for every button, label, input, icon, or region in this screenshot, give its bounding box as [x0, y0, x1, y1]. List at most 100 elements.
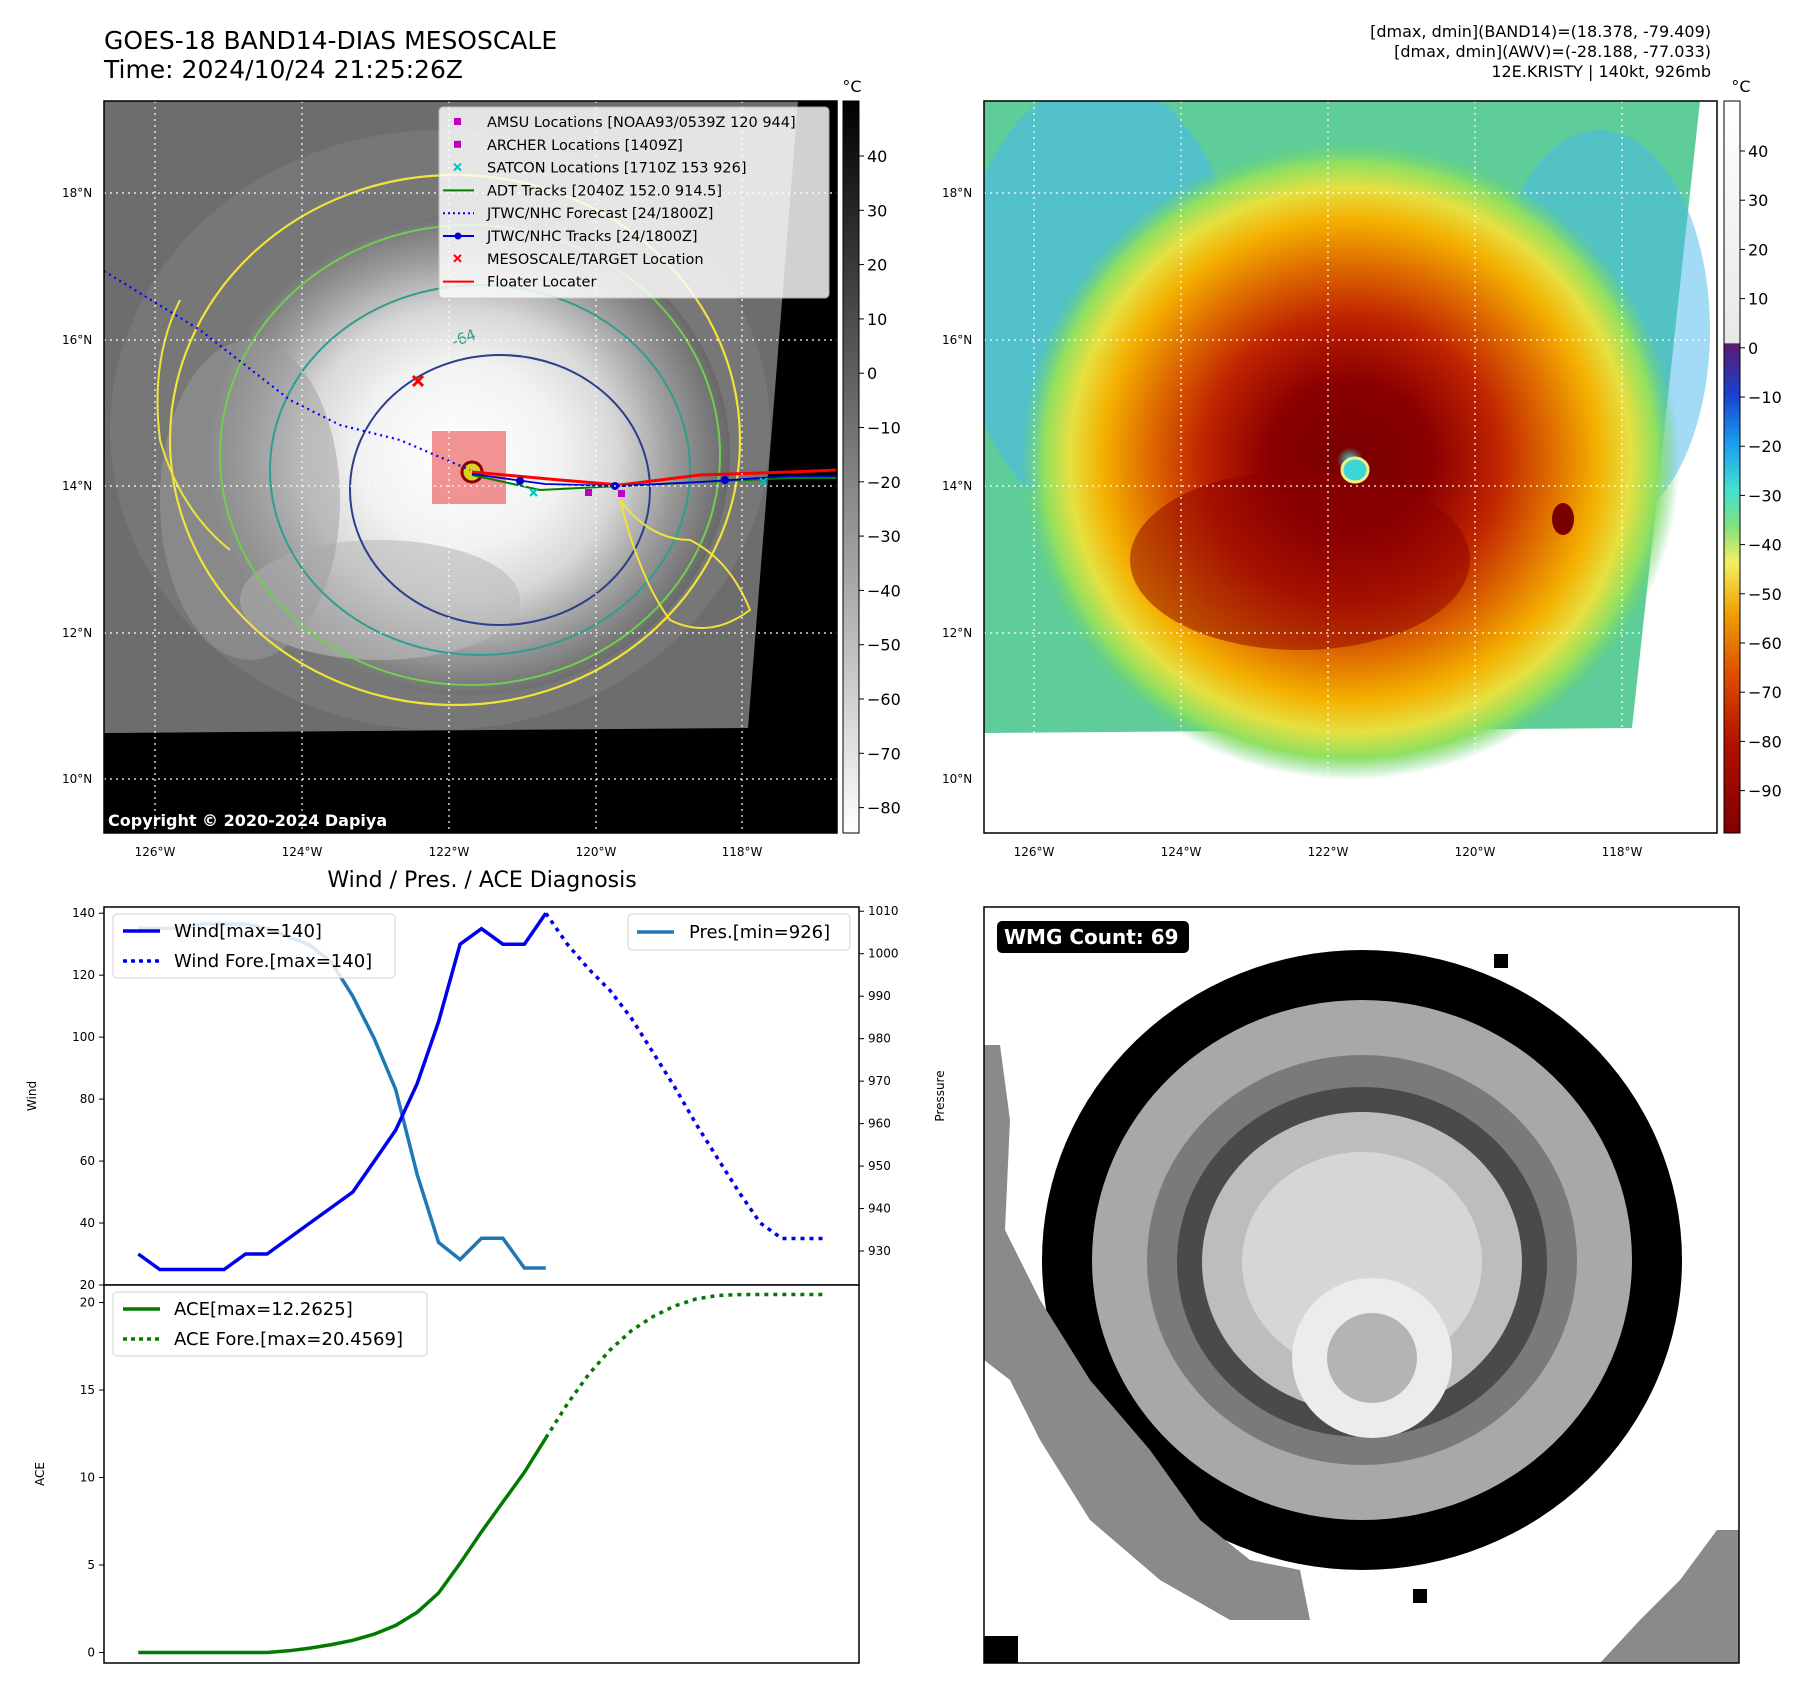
svg-text:970: 970: [868, 1074, 891, 1088]
ace-ticks: 20 15 10 5 0: [80, 1296, 104, 1660]
ace-axis-label: ACE: [33, 1462, 47, 1486]
svg-text:−40: −40: [867, 581, 901, 600]
svg-text:0: 0: [87, 1646, 95, 1660]
svg-text:−20: −20: [867, 473, 901, 492]
svg-text:40: 40: [1748, 142, 1768, 161]
map1-lon-labels: 126°W 124°W 122°W 120°W 118°W: [135, 845, 763, 859]
svg-text:100: 100: [72, 1030, 95, 1044]
svg-text:10: 10: [80, 1471, 95, 1485]
figure-title: GOES-18 BAND14-DIAS MESOSCALE Time: 2024…: [104, 26, 557, 84]
svg-text:−70: −70: [867, 744, 901, 763]
wmg-count-label: WMG Count: 69: [1004, 925, 1179, 949]
svg-text:980: 980: [868, 1032, 891, 1046]
wind-legend: Wind[max=140] Wind Fore.[max=140]: [112, 913, 396, 979]
svg-text:20: 20: [80, 1278, 95, 1292]
svg-text:15: 15: [80, 1383, 95, 1397]
svg-text:20: 20: [80, 1296, 95, 1310]
svg-text:60: 60: [80, 1154, 95, 1168]
svg-text:930: 930: [868, 1244, 891, 1258]
map1-lat-labels: 18°N 16°N 14°N 12°N 10°N: [62, 186, 92, 786]
title-line-time: Time: 2024/10/24 21:25:26Z: [104, 55, 463, 84]
svg-text:−10: −10: [867, 419, 901, 438]
svg-text:AMSU Locations [NOAA93/0539Z 1: AMSU Locations [NOAA93/0539Z 120 944]: [487, 115, 796, 131]
svg-text:−80: −80: [1748, 732, 1782, 751]
contour-yellow-band-east: [619, 499, 752, 629]
map2-lon-labels: 126°W 124°W 122°W 120°W 118°W: [1014, 845, 1643, 859]
wmg-count-badge: [997, 921, 1189, 953]
svg-text:990: 990: [868, 989, 891, 1003]
svg-text:−80: −80: [867, 799, 901, 818]
svg-text:126°W: 126°W: [1014, 845, 1055, 859]
pressure-ticks: 1010 1000 990 980 970 960 950 940 930: [859, 904, 899, 1258]
legend-entry: ADT Tracks [2040Z 152.0 914.5]: [443, 183, 722, 199]
svg-text:1000: 1000: [868, 947, 899, 961]
svg-text:10°N: 10°N: [942, 772, 972, 786]
svg-text:120: 120: [72, 968, 95, 982]
legend-ace-forecast: ACE Fore.[max=20.4569]: [174, 1329, 403, 1350]
svg-text:10°N: 10°N: [62, 772, 92, 786]
svg-text:10: 10: [867, 310, 887, 329]
color-colorbar: [1723, 100, 1741, 834]
stats-block: [dmax, dmin](BAND14)=(18.378, -79.409) […: [1370, 22, 1711, 82]
svg-text:JTWC/NHC Tracks [24/1800Z]: JTWC/NHC Tracks [24/1800Z]: [486, 229, 698, 245]
svg-text:−10: −10: [1748, 388, 1782, 407]
svg-text:Floater Locater: Floater Locater: [487, 275, 596, 291]
svg-text:120°W: 120°W: [1455, 845, 1496, 859]
svg-text:12°N: 12°N: [942, 626, 972, 640]
svg-text:950: 950: [868, 1159, 891, 1173]
svg-text:124°W: 124°W: [282, 845, 323, 859]
legend-entry: MESOSCALE/TARGET Location: [453, 252, 704, 268]
svg-text:118°W: 118°W: [722, 845, 763, 859]
ace-legend: ACE[max=12.2625] ACE Fore.[max=20.4569]: [112, 1291, 428, 1357]
ace-forecast-line: [544, 1292, 825, 1439]
wind-pressure-axes: [103, 906, 860, 1286]
legend-pressure: Pres.[min=926]: [689, 922, 830, 943]
svg-text:ADT Tracks [2040Z 152.0 914.5]: ADT Tracks [2040Z 152.0 914.5]: [487, 183, 722, 199]
svg-text:30: 30: [1748, 191, 1768, 210]
svg-text:122°W: 122°W: [1308, 845, 1349, 859]
svg-text:ARCHER Locations [1409Z]: ARCHER Locations [1409Z]: [487, 138, 683, 154]
svg-text:14°N: 14°N: [62, 479, 92, 493]
svg-text:−30: −30: [1748, 486, 1782, 505]
legend-wind-forecast: Wind Fore.[max=140]: [174, 951, 372, 972]
copyright-text: Copyright © 2020-2024 Dapiya: [108, 811, 387, 830]
svg-text:120°W: 120°W: [576, 845, 617, 859]
svg-text:JTWC/NHC Forecast [24/1800Z]: JTWC/NHC Forecast [24/1800Z]: [486, 206, 713, 222]
color-colorbar-unit: °C: [1731, 77, 1750, 96]
map2-grid: [984, 101, 1717, 833]
color-storm-eye: [1340, 456, 1370, 484]
svg-text:40: 40: [80, 1216, 95, 1230]
jtwc-track: [471, 473, 837, 487]
legend-entry: SATCON Locations [1710Z 153 926]: [453, 161, 746, 177]
svg-text:14°N: 14°N: [942, 479, 972, 493]
svg-text:−50: −50: [1748, 585, 1782, 604]
pressure-axis-label: Pressure: [933, 1070, 947, 1121]
svg-text:−40: −40: [1748, 536, 1782, 555]
pressure-legend: Pres.[min=926]: [627, 913, 851, 951]
floater-locater-track: [471, 468, 837, 487]
svg-text:30: 30: [867, 201, 887, 220]
svg-text:1010: 1010: [868, 904, 899, 918]
wind-forecast-line: [544, 912, 825, 1241]
svg-text:−90: −90: [1748, 782, 1782, 801]
diagnosis-lines: [137, 912, 825, 1655]
svg-text:18°N: 18°N: [62, 186, 92, 200]
map-legend: AMSU Locations [NOAA93/0539Z 120 944] ARC…: [438, 106, 830, 299]
svg-text:SATCON Locations [1710Z 153 92: SATCON Locations [1710Z 153 926]: [487, 161, 746, 177]
contour-yellow-band-west: [156, 299, 231, 551]
svg-text:16°N: 16°N: [62, 333, 92, 347]
ace-line: [138, 1437, 548, 1655]
legend-entry: Floater Locater: [443, 275, 596, 291]
jtwc-track-points: [516, 476, 729, 490]
svg-text:12°N: 12°N: [62, 626, 92, 640]
svg-text:18°N: 18°N: [942, 186, 972, 200]
svg-text:140: 140: [72, 906, 95, 920]
stats-storm: 12E.KRISTY | 140kt, 926mb: [1491, 62, 1711, 81]
svg-text:960: 960: [868, 1117, 891, 1131]
target-location-marker: [411, 374, 425, 388]
gray-colorbar: [842, 100, 860, 834]
ir-color-map-panel: 18°N 16°N 14°N 12°N 10°N 126°W 124°W 122…: [942, 77, 1782, 859]
svg-text:5: 5: [87, 1558, 95, 1572]
svg-text:−50: −50: [867, 636, 901, 655]
svg-text:126°W: 126°W: [135, 845, 176, 859]
